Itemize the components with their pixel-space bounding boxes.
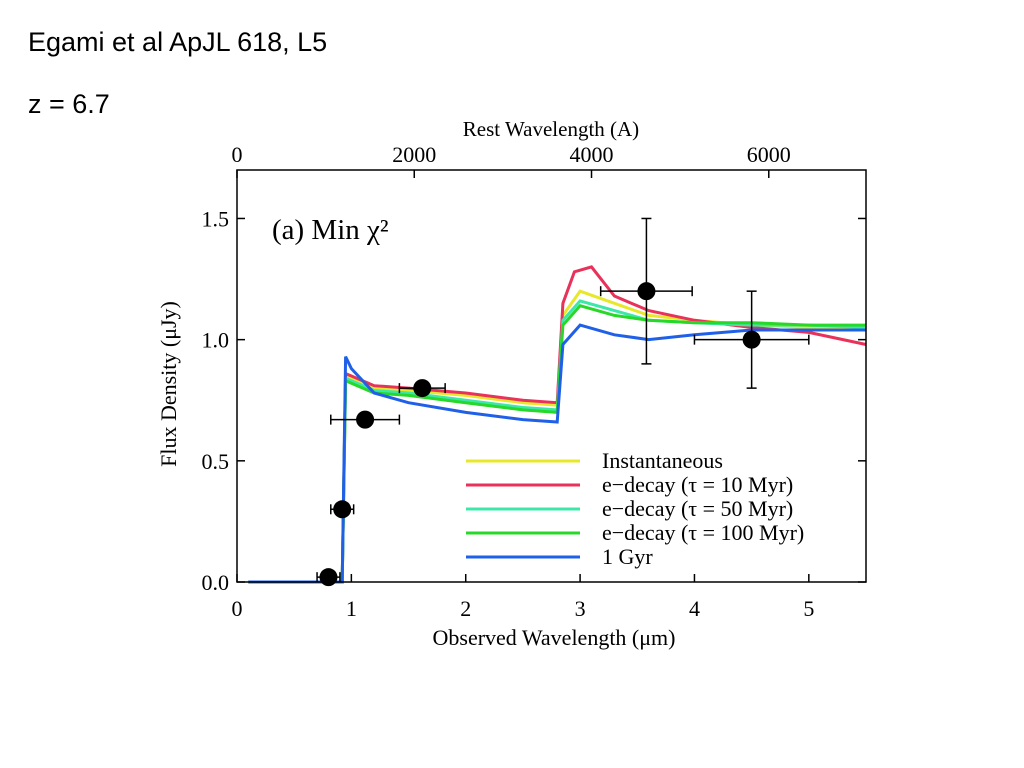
- points-layer: [316, 217, 810, 587]
- plot-frame: [236, 169, 867, 583]
- observed-point: [742, 330, 761, 349]
- series-line-4: [248, 323, 866, 584]
- x-tick-label: 2: [460, 596, 471, 621]
- series-layer: [248, 265, 867, 584]
- x-tick-label: 5: [803, 596, 814, 621]
- y-axis-label: Flux Density (μJy): [156, 301, 181, 467]
- x-tick-label: 3: [575, 596, 586, 621]
- ticks-layer: 0 1 2 3 4 5 0.0 0.5 1.0 1.5 0 2000 4000 6000: [202, 142, 866, 621]
- top-x-tick-label: 4000: [570, 142, 614, 167]
- reference-text: Egami et al ApJL 618, L5: [28, 27, 328, 57]
- top-x-tick-label: 0: [232, 142, 243, 167]
- panel-label: (a) Min χ²: [272, 214, 389, 246]
- y-tick-label: 1.5: [202, 206, 230, 231]
- observed-point: [333, 500, 352, 519]
- x-tick-label: 1: [346, 596, 357, 621]
- legend-label-4: 1 Gyr: [602, 544, 653, 569]
- y-tick-label: 1.0: [202, 328, 230, 353]
- x-tick-label: 0: [232, 596, 243, 621]
- top-x-tick-label: 2000: [392, 142, 436, 167]
- y-tick-label: 0.5: [202, 449, 230, 474]
- legend-label-3: e−decay (τ = 100 Myr): [602, 520, 804, 545]
- legend-label-1: e−decay (τ = 10 Myr): [602, 472, 793, 497]
- x-tick-label: 4: [689, 596, 700, 621]
- legend-label-0: Instantaneous: [602, 448, 723, 473]
- legend-label-2: e−decay (τ = 50 Myr): [602, 496, 793, 521]
- y-tick-label: 0.0: [202, 570, 230, 595]
- x-axis-label: Observed Wavelength (μm): [433, 625, 676, 650]
- redshift-text: z = 6.7: [28, 89, 110, 119]
- top-x-tick-label: 6000: [747, 142, 791, 167]
- observed-point: [637, 282, 656, 301]
- observed-point: [356, 410, 375, 429]
- observed-point: [413, 379, 432, 398]
- top-axis-label: Rest Wavelength (A): [463, 117, 639, 141]
- observed-point: [319, 568, 338, 587]
